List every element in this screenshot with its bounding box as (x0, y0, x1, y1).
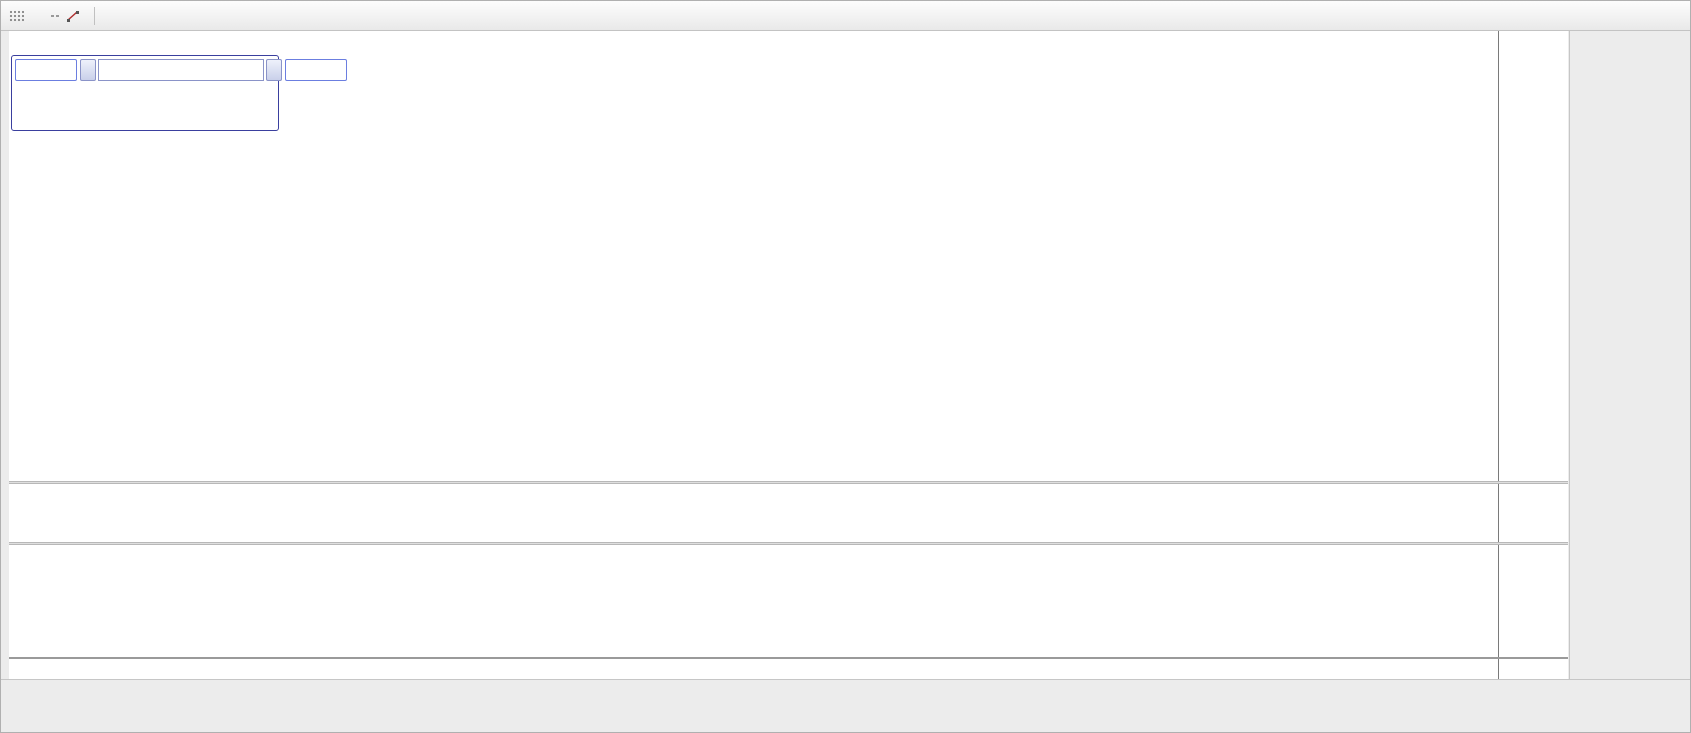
buy-price-display[interactable] (146, 83, 276, 127)
volume-control (80, 59, 282, 81)
price-axis[interactable] (1498, 31, 1568, 679)
toolbar-drag-handle-icon[interactable] (9, 9, 24, 22)
panel-divider[interactable] (9, 481, 1568, 484)
volume-input[interactable] (98, 59, 264, 81)
trendline-icon (67, 10, 79, 22)
draw-tool-button[interactable] (66, 9, 82, 23)
text-tool-button[interactable] (51, 14, 59, 17)
one-click-trading-panel (11, 55, 347, 131)
time-axis-border (9, 657, 1568, 659)
rsi-chart-canvas[interactable] (9, 545, 1498, 657)
panel-divider[interactable] (9, 542, 1568, 545)
time-axis[interactable] (9, 659, 1498, 679)
toolbar (1, 1, 1690, 31)
arrow-tool-button[interactable] (36, 15, 44, 17)
volume-increase-button[interactable] (266, 59, 282, 81)
macd-chart-canvas[interactable] (9, 484, 1498, 542)
sell-button[interactable] (15, 59, 77, 81)
chart-region (9, 31, 1498, 679)
toolbar-separator (94, 6, 95, 25)
buy-button[interactable] (285, 59, 347, 81)
volume-decrease-button[interactable] (80, 59, 96, 81)
sell-price-display[interactable] (15, 83, 146, 127)
bottom-strip (1, 679, 1690, 732)
right-filler (1569, 31, 1690, 679)
